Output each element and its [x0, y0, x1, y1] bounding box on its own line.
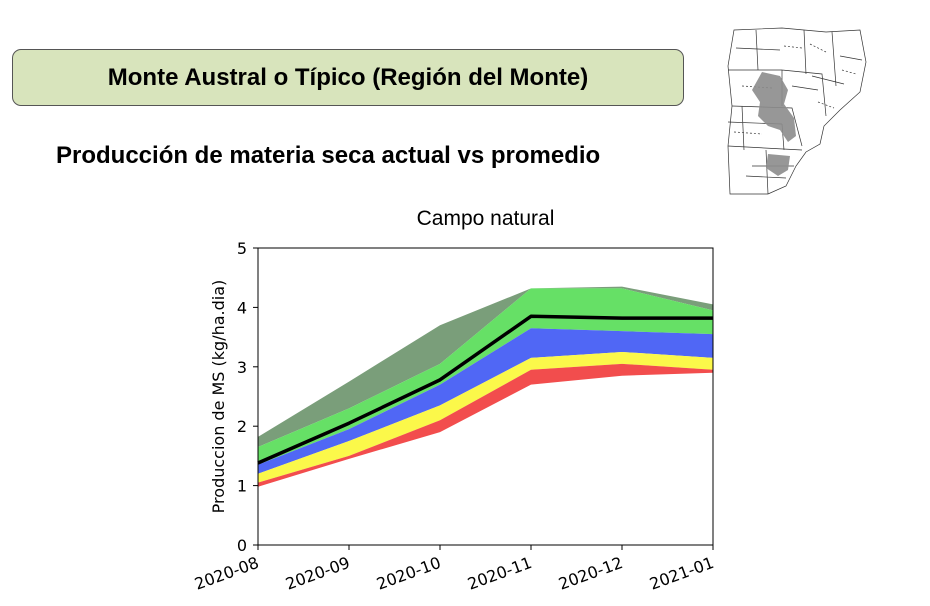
chart-title: Campo natural: [417, 207, 555, 230]
map-outline: [727, 27, 867, 195]
y-axis: 0 1 2 3 4 5: [237, 239, 258, 555]
y-tick-label: 0: [237, 536, 247, 555]
x-tick-label: 2020-10: [374, 553, 443, 594]
x-axis: 2020-08 2020-09 2020-10 2020-11 2020-12 2021-…: [192, 545, 716, 594]
region-title: Monte Austral o Típico (Región del Monte…: [107, 63, 589, 91]
y-tick-label: 3: [237, 358, 247, 377]
map-icon: [727, 27, 867, 195]
x-tick-label: 2020-09: [283, 553, 352, 594]
argentina-region-map: [722, 26, 868, 196]
plot-frame: [257, 247, 714, 546]
band-1: [258, 288, 713, 465]
band-2: [258, 328, 713, 474]
y-tick-label: 1: [237, 477, 247, 496]
lines-group: [257, 314, 713, 465]
y-tick-label: 2: [237, 417, 247, 436]
x-tick-label: 2020-08: [192, 553, 261, 594]
y-axis-label: Produccion de MS (kg/ha.dia): [209, 280, 228, 514]
bands-group: [258, 286, 713, 487]
page-subtitle: Producción de materia seca actual vs pro…: [56, 142, 601, 169]
region-title-box: Monte Austral o Típico (Región del Monte…: [12, 49, 684, 106]
x-tick-label: 2021-01: [647, 553, 716, 594]
band-0: [258, 286, 713, 447]
series-line-0: [257, 314, 713, 465]
y-tick-label: 4: [237, 298, 247, 317]
map-highlight: [752, 72, 796, 176]
band-3: [258, 351, 713, 483]
x-tick-label: 2020-11: [465, 553, 534, 594]
y-tick-label: 5: [237, 239, 247, 258]
x-tick-label: 2020-12: [556, 553, 625, 594]
